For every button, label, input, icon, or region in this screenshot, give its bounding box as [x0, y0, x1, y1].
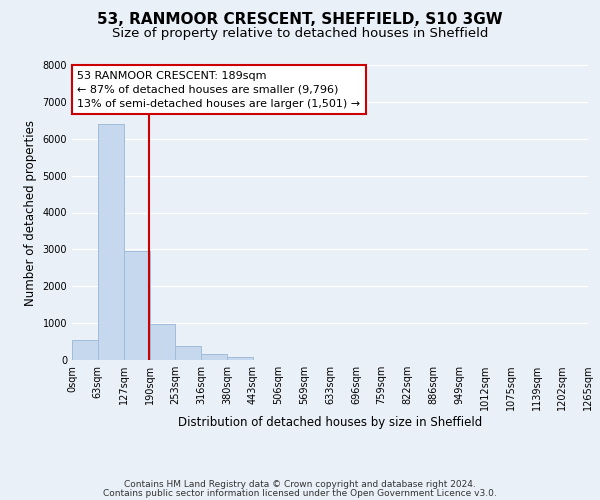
Text: 53 RANMOOR CRESCENT: 189sqm
← 87% of detached houses are smaller (9,796)
13% of : 53 RANMOOR CRESCENT: 189sqm ← 87% of det… — [77, 71, 360, 109]
Text: Size of property relative to detached houses in Sheffield: Size of property relative to detached ho… — [112, 28, 488, 40]
Bar — [227, 357, 253, 360]
Bar — [175, 346, 201, 360]
Text: Contains HM Land Registry data © Crown copyright and database right 2024.: Contains HM Land Registry data © Crown c… — [124, 480, 476, 489]
X-axis label: Distribution of detached houses by size in Sheffield: Distribution of detached houses by size … — [178, 416, 482, 429]
Bar — [98, 124, 124, 360]
Text: 53, RANMOOR CRESCENT, SHEFFIELD, S10 3GW: 53, RANMOOR CRESCENT, SHEFFIELD, S10 3GW — [97, 12, 503, 28]
Bar — [124, 251, 149, 360]
Bar — [149, 324, 175, 360]
Bar — [201, 354, 227, 360]
Text: Contains public sector information licensed under the Open Government Licence v3: Contains public sector information licen… — [103, 488, 497, 498]
Bar — [72, 340, 98, 360]
Y-axis label: Number of detached properties: Number of detached properties — [24, 120, 37, 306]
